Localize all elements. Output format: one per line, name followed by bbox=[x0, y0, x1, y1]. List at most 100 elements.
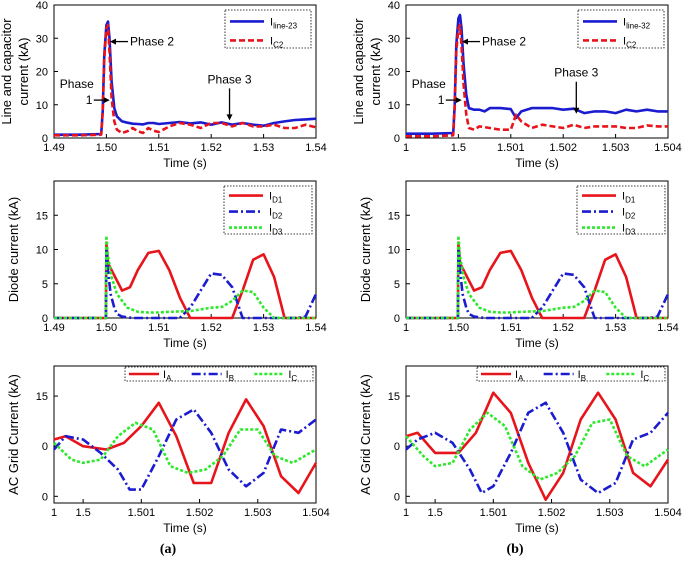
y-tick-label: 0 bbox=[394, 491, 400, 503]
series-i-a bbox=[53, 398, 318, 495]
legend-label: IB bbox=[226, 369, 234, 383]
series-i-c bbox=[405, 411, 669, 481]
x-tick-label: 1.504 bbox=[654, 142, 682, 154]
y-tick-label: 40 bbox=[388, 0, 400, 12]
x-tick-label: 1 bbox=[403, 142, 409, 154]
y-axis-label: current (kA) bbox=[16, 38, 31, 106]
x-axis-label: Time (s) bbox=[163, 521, 207, 535]
x-tick-label: 1.54 bbox=[657, 322, 678, 334]
x-tick-label: 1.502 bbox=[549, 142, 577, 154]
arrow-head bbox=[109, 38, 116, 45]
legend-box bbox=[224, 9, 312, 49]
annotation-phase-1-num: 1 bbox=[86, 93, 93, 107]
y-axis-label: Line and capacitor bbox=[351, 18, 366, 125]
y-tick-label: 15 bbox=[36, 210, 48, 222]
x-tick-label: 1.501 bbox=[128, 507, 156, 519]
x-tick-label: 1.52 bbox=[200, 142, 221, 154]
caption-b: (b) bbox=[506, 542, 523, 557]
x-tick-label: 1.5 bbox=[427, 507, 442, 519]
y-tick-label: 0 bbox=[42, 313, 48, 325]
annotation-phase-3: Phase 3 bbox=[208, 72, 252, 86]
x-axis-label: Time (s) bbox=[163, 336, 207, 350]
chart-a1: 1.49 1.50 1.51 1.52 1.53 1.54 0 10 20 30 40 Time (s… bbox=[0, 0, 327, 170]
x-axis-label: Time (s) bbox=[515, 521, 559, 535]
y-tick-label: 10 bbox=[388, 245, 400, 257]
annotation-phase-1: Phase bbox=[412, 77, 446, 91]
y-tick-label: 0 bbox=[394, 441, 400, 453]
legend-label: IA bbox=[515, 369, 524, 383]
annotation-phase-1: Phase bbox=[60, 77, 94, 91]
x-tick-label: 1.503 bbox=[602, 142, 630, 154]
x-tick-label: 1.501 bbox=[480, 507, 508, 519]
x-tick-label: 1 bbox=[51, 507, 57, 519]
arrow-head bbox=[103, 97, 110, 104]
y-tick-label: 0 bbox=[394, 313, 400, 325]
plot-frame bbox=[405, 365, 669, 504]
x-axis-label: Time (s) bbox=[163, 156, 207, 170]
legend-box bbox=[577, 9, 665, 49]
annotation-phase-2: Phase 2 bbox=[482, 35, 526, 49]
series-i-d1 bbox=[406, 241, 668, 320]
x-tick-label: 1.5 bbox=[451, 142, 466, 154]
chart-b2: 1 1.50 1.51 1.52 1.53 1.54 0 5 10 15 Time (s) Diode… bbox=[358, 180, 679, 350]
chart-a2: 1.49 1.50 1.51 1.52 1.53 1.54 0 5 10 15 Time (s) Di… bbox=[6, 180, 327, 350]
legend: IA IB IC bbox=[124, 366, 314, 383]
y-tick-label: 15 bbox=[388, 210, 400, 222]
x-tick-label: 1.52 bbox=[200, 322, 221, 334]
x-tick-label: 1.503 bbox=[596, 507, 624, 519]
x-tick-label: 1.502 bbox=[538, 507, 566, 519]
annotation-phase-1-num: 1 bbox=[438, 93, 445, 107]
legend-box bbox=[124, 366, 314, 382]
plot-frame bbox=[53, 365, 317, 504]
y-tick-label: 5 bbox=[42, 279, 48, 291]
x-tick-label: 1.50 bbox=[448, 322, 469, 334]
legend-label: IA bbox=[163, 369, 172, 383]
series-i-line-32 bbox=[406, 13, 668, 135]
y-axis-label: AC Grid Current (kA) bbox=[6, 374, 21, 495]
y-axis-label: Diode current (kA) bbox=[6, 197, 21, 302]
x-tick-label: 1.49 bbox=[43, 142, 64, 154]
x-tick-label: 1.50 bbox=[96, 142, 117, 154]
x-tick-label: 1.51 bbox=[500, 322, 521, 334]
arrow-head bbox=[573, 107, 580, 114]
legend-box bbox=[476, 366, 666, 382]
annotation-phase-2: Phase 2 bbox=[130, 35, 174, 49]
y-tick-label: 30 bbox=[388, 33, 400, 45]
arrow-head bbox=[455, 97, 462, 104]
y-tick-label: 30 bbox=[36, 33, 48, 45]
x-tick-label: 1.503 bbox=[244, 507, 272, 519]
y-tick-label: 10 bbox=[36, 100, 48, 112]
series-i-d3 bbox=[54, 234, 316, 320]
x-tick-label: 1.5 bbox=[75, 507, 90, 519]
y-axis-label: current (kA) bbox=[368, 38, 383, 106]
y-tick-label: 10 bbox=[36, 245, 48, 257]
x-tick-label: 1.53 bbox=[605, 322, 626, 334]
x-tick-label: 1.51 bbox=[148, 322, 169, 334]
x-axis-label: Time (s) bbox=[515, 156, 559, 170]
legend-box bbox=[576, 185, 666, 235]
series-i-c2 bbox=[54, 23, 317, 137]
legend-label: IB bbox=[578, 369, 586, 383]
legend-box bbox=[223, 185, 313, 235]
y-axis-label: AC Grid Current (kA) bbox=[358, 374, 373, 495]
y-tick-label: 0 bbox=[394, 133, 400, 145]
x-tick-label: 1.502 bbox=[186, 507, 214, 519]
series-i-c bbox=[53, 421, 317, 475]
legend-label: IC bbox=[288, 369, 297, 383]
annotation-phase-3: Phase 3 bbox=[554, 66, 598, 80]
series-i-c2 bbox=[406, 23, 668, 138]
y-tick-label: 15 bbox=[388, 391, 400, 403]
x-tick-label: 1.51 bbox=[148, 142, 169, 154]
x-tick-label: 1 bbox=[403, 507, 409, 519]
x-axis-label: Time (s) bbox=[515, 336, 559, 350]
x-tick-label: 1.52 bbox=[552, 322, 573, 334]
y-axis-label: Line and capacitor bbox=[0, 18, 14, 125]
y-tick-label: 10 bbox=[388, 100, 400, 112]
chart-b3: 1 1.5 1.501 1.502 1.503 1.504 0 0 15 Time (s) AC G… bbox=[358, 365, 682, 535]
x-tick-label: 1.504 bbox=[654, 507, 682, 519]
